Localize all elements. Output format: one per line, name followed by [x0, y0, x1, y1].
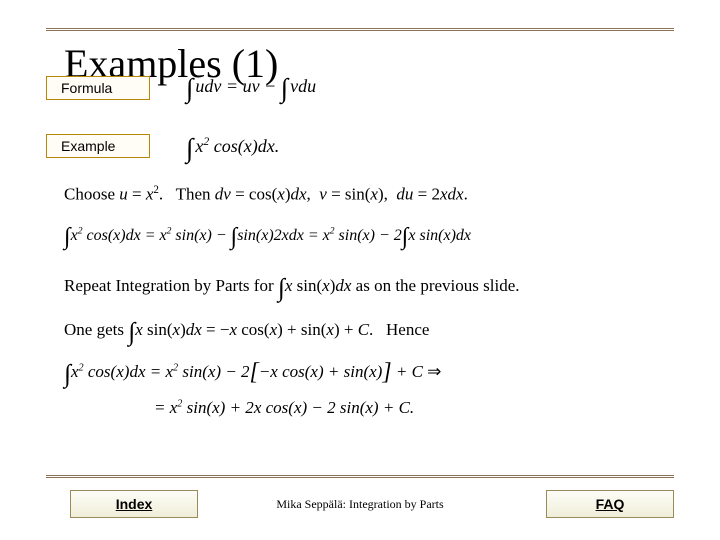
top-rule	[46, 28, 674, 31]
bottom-rule	[46, 475, 674, 478]
footer: Index Mika Seppälä: Integration by Parts…	[46, 486, 674, 520]
example-prompt: ∫x2 cos(x)dx.	[186, 128, 279, 159]
formula-label: Formula	[46, 76, 150, 100]
formula-math: ∫udv = uv − ∫vdu	[186, 68, 316, 99]
footer-author: Mika Seppälä: Integration by Parts	[276, 497, 443, 512]
math-line-3: Repeat Integration by Parts for ∫x sin(x…	[64, 268, 520, 298]
math-line-6: = x2 sin(x) + 2x cos(x) − 2 sin(x) + C.	[154, 398, 414, 418]
math-line-2: ∫x2 cos(x)dx = x2 sin(x) − ∫sin(x)2xdx =…	[64, 220, 471, 247]
example-label: Example	[46, 134, 150, 158]
math-line-1: Choose u = x2. Then dv = cos(x)dx, v = s…	[64, 184, 468, 205]
index-button[interactable]: Index	[70, 490, 198, 518]
faq-button[interactable]: FAQ	[546, 490, 674, 518]
math-line-4: One gets ∫x sin(x)dx = −x cos(x) + sin(x…	[64, 312, 429, 342]
math-line-5: ∫x2 cos(x)dx = x2 sin(x) − 2[−x cos(x) +…	[64, 354, 441, 384]
slide-content: Examples (1) Formula ∫udv = uv − ∫vdu Ex…	[46, 28, 674, 520]
